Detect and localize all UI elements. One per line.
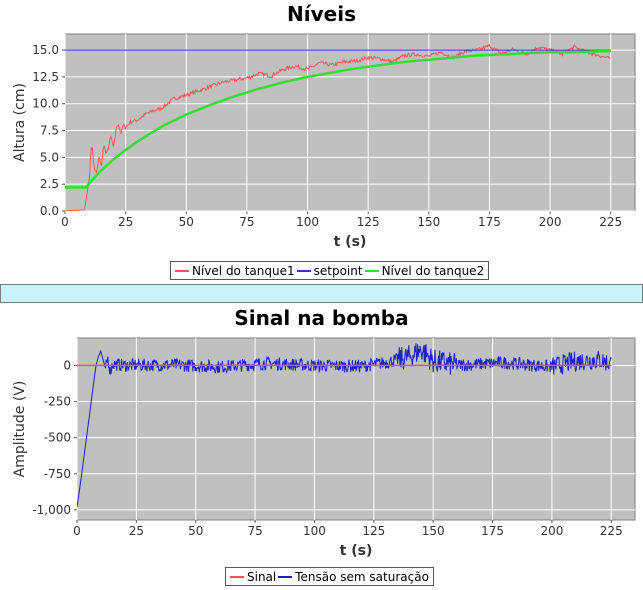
legend-item: Tensão sem saturação xyxy=(278,570,429,584)
x-tick-label: 50 xyxy=(188,524,203,538)
legend-item: Nível do tanque2 xyxy=(364,263,485,278)
x-tick-label: 50 xyxy=(179,215,194,229)
legend-label: Nível do tanque1 xyxy=(192,263,295,278)
y-tick-label: 5.0 xyxy=(40,150,59,164)
legend-item: Nível do tanque1 xyxy=(175,264,295,278)
x-tick-label: 75 xyxy=(239,215,254,229)
chart-plot: 0 25 50 75 100 125 150 175 200 225 -1,000 -750 -500 -… xyxy=(12,337,636,559)
legend-swatch xyxy=(175,269,189,272)
chart-legend: Sinal Tensão sem saturação xyxy=(225,567,434,586)
legend-label: Nível do tanque2 xyxy=(381,263,485,278)
y-axis-label: Amplitude (V) xyxy=(12,381,28,478)
legend-label: Tensão sem saturação xyxy=(295,569,429,584)
x-tick-label: 125 xyxy=(357,215,380,229)
y-tick-label: 12.5 xyxy=(32,70,59,84)
x-tick-label: 0 xyxy=(73,524,81,538)
legend-item: Sinal xyxy=(230,570,276,584)
chart-legend: Nível do tanque1 setpoint Nível do tanque2 xyxy=(170,261,490,280)
legend-label: Sinal xyxy=(247,569,277,584)
x-tick-label: 100 xyxy=(303,524,326,538)
y-tick-label: -500 xyxy=(44,431,71,445)
chart-niveis: Níveis 0 25 50 75 100 125 150 175 200 225 0.0 2.5 5.… xyxy=(0,0,643,284)
y-tick-label: 7.5 xyxy=(40,124,59,138)
y-tick-label: 2.5 xyxy=(40,177,59,191)
y-axis-label: Altura (cm) xyxy=(12,83,28,162)
legend-item: setpoint xyxy=(296,263,363,278)
panel-divider xyxy=(0,284,643,303)
legend-swatch xyxy=(230,575,244,578)
series-line-2 xyxy=(65,49,611,189)
x-tick-label: 200 xyxy=(540,524,563,538)
x-tick-label: 200 xyxy=(539,215,562,229)
chart-title: Sinal na bomba xyxy=(234,306,409,330)
chart-plot: 0 25 50 75 100 125 150 175 200 225 0.0 2.5 5.0 7.5 10.… xyxy=(12,33,636,250)
y-tick-label: 10.0 xyxy=(32,97,59,111)
x-tick-label: 175 xyxy=(478,215,501,229)
legend-swatch xyxy=(296,269,311,272)
y-tick-label: -1,000 xyxy=(32,503,71,517)
x-tick-label: 125 xyxy=(362,524,385,538)
chart-sinal-bomba: Sinal na bomba 0 25 50 75 100 125 150 175 200 225… xyxy=(0,302,643,588)
y-tick-label: 0 xyxy=(63,358,71,372)
x-tick-label: 25 xyxy=(118,215,133,229)
x-tick-label: 0 xyxy=(61,215,69,229)
x-tick-label: 150 xyxy=(417,215,440,229)
x-axis-label: t (s) xyxy=(340,543,373,559)
plot-area xyxy=(64,33,636,212)
y-tick-label: -750 xyxy=(44,467,71,481)
y-tick-label: 0.0 xyxy=(40,204,59,218)
x-tick-label: 225 xyxy=(599,215,622,229)
x-tick-label: 225 xyxy=(600,524,623,538)
x-tick-label: 25 xyxy=(129,524,144,538)
chart-title: Níveis xyxy=(287,2,356,26)
y-tick-label: -250 xyxy=(44,395,71,409)
x-tick-label: 175 xyxy=(481,524,504,538)
x-tick-label: 100 xyxy=(296,215,319,229)
x-axis-label: t (s) xyxy=(334,234,367,250)
x-tick-label: 75 xyxy=(247,524,262,538)
legend-swatch xyxy=(278,575,293,578)
legend-swatch xyxy=(364,269,379,272)
x-tick-label: 150 xyxy=(422,524,445,538)
legend-label: setpoint xyxy=(313,263,363,278)
y-tick-label: 15.0 xyxy=(32,43,59,57)
